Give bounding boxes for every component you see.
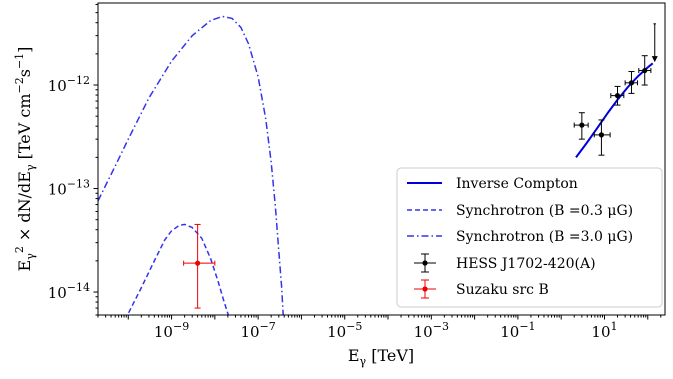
x-tick-label: 10−3	[414, 320, 449, 341]
data-point	[638, 55, 652, 86]
x-tick-label: 10−9	[154, 320, 189, 341]
data-point	[183, 223, 216, 309]
legend-label-synchrotron-3-0: Synchrotron (B =3.0 μG)	[456, 229, 633, 245]
errorbar-layer	[183, 23, 658, 309]
legend-swatch-hess	[414, 253, 436, 273]
y-tick-label: 10−12	[48, 74, 90, 95]
data-point	[651, 23, 658, 63]
y-axis-label: Eγ2 × dN/dEγ [TeV cm−2s−1]	[13, 47, 37, 272]
legend-swatch-suzaku	[414, 279, 436, 299]
data-point	[573, 112, 589, 140]
data-point	[593, 119, 611, 156]
data-marker	[195, 260, 201, 266]
legend: Inverse Compton Synchrotron (B =0.3 μG) …	[396, 167, 663, 308]
y-tick-label: 10−13	[48, 178, 90, 199]
legend-label-suzaku: Suzaku src B	[456, 282, 549, 298]
data-marker	[642, 67, 648, 74]
data-marker	[628, 80, 635, 86]
legend-label-synchrotron-0-3: Synchrotron (B =0.3 μG)	[456, 203, 633, 219]
series-line-1	[126, 223, 229, 315]
data-point	[610, 85, 625, 106]
series-line-2	[98, 15, 284, 315]
x-tick-label: 101	[591, 320, 617, 341]
legend-label-hess: HESS J1702-420(A)	[456, 256, 596, 272]
legend-box	[396, 167, 663, 308]
x-axis-label: Eγ [TeV]	[348, 346, 414, 368]
y-tick-label: 10−14	[48, 281, 90, 302]
upper-limit-arrow	[651, 56, 658, 63]
data-marker	[579, 122, 585, 128]
data-marker	[614, 93, 621, 99]
data-point	[624, 71, 639, 94]
tick-layer: 10−9 10−7 10−5 10−3 10−1 101 10−14 10−13 10−12	[48, 3, 662, 341]
x-tick-label: 10−5	[327, 320, 362, 341]
x-tick-label: 10−1	[500, 320, 535, 341]
data-marker	[598, 132, 605, 138]
x-tick-label: 10−7	[240, 320, 275, 341]
legend-label-inverse-compton: Inverse Compton	[456, 176, 578, 192]
